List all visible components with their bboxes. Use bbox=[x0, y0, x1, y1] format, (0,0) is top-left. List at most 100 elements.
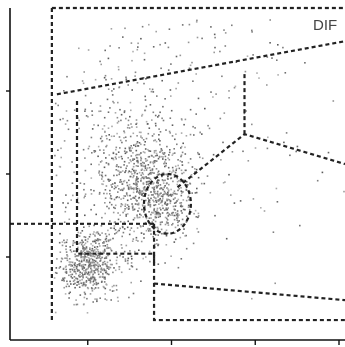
data-point bbox=[85, 281, 88, 283]
data-point bbox=[195, 73, 197, 75]
data-point bbox=[135, 165, 138, 167]
data-point bbox=[157, 174, 160, 176]
data-point bbox=[174, 197, 176, 199]
data-point bbox=[161, 201, 163, 203]
data-point bbox=[73, 303, 75, 306]
data-point bbox=[122, 197, 125, 200]
data-point bbox=[157, 213, 160, 216]
data-point bbox=[93, 224, 95, 227]
data-point bbox=[170, 63, 172, 65]
data-point bbox=[92, 260, 94, 263]
data-point bbox=[90, 252, 92, 255]
data-point bbox=[92, 261, 94, 264]
data-point bbox=[187, 161, 190, 164]
data-point bbox=[185, 188, 188, 191]
data-point bbox=[69, 280, 71, 283]
data-point bbox=[108, 233, 110, 236]
data-point bbox=[99, 105, 102, 107]
data-point bbox=[107, 111, 110, 113]
data-point bbox=[213, 33, 216, 36]
data-point bbox=[162, 188, 164, 191]
data-point bbox=[160, 150, 162, 152]
data-point bbox=[332, 100, 335, 102]
data-point bbox=[179, 236, 182, 239]
data-point bbox=[190, 211, 193, 213]
data-point bbox=[98, 256, 101, 259]
data-point bbox=[140, 214, 142, 217]
data-point bbox=[197, 216, 199, 219]
data-point bbox=[103, 152, 105, 154]
data-point bbox=[145, 177, 148, 179]
data-point bbox=[150, 217, 152, 219]
data-point bbox=[136, 191, 138, 193]
data-point bbox=[143, 169, 146, 172]
data-point bbox=[184, 146, 186, 149]
data-point bbox=[174, 212, 177, 214]
data-point bbox=[107, 162, 110, 165]
data-point bbox=[122, 211, 124, 214]
data-point bbox=[145, 78, 147, 80]
data-point bbox=[60, 147, 62, 150]
data-point bbox=[110, 135, 113, 138]
data-point bbox=[132, 176, 134, 179]
data-point bbox=[123, 160, 126, 163]
data-point bbox=[85, 271, 87, 274]
data-point bbox=[143, 52, 146, 55]
data-point bbox=[177, 164, 179, 167]
data-point bbox=[157, 157, 160, 160]
data-point bbox=[106, 98, 109, 101]
data-point bbox=[61, 244, 64, 247]
data-point bbox=[156, 154, 158, 157]
data-point bbox=[171, 212, 173, 214]
data-point bbox=[112, 290, 115, 292]
data-point bbox=[96, 298, 98, 300]
data-point bbox=[151, 119, 153, 121]
data-point bbox=[130, 109, 132, 112]
data-point bbox=[154, 234, 157, 236]
data-point bbox=[89, 255, 92, 257]
data-point bbox=[63, 239, 65, 242]
data-point bbox=[118, 156, 120, 159]
data-point bbox=[120, 205, 122, 208]
data-point bbox=[140, 163, 142, 165]
data-point bbox=[187, 41, 190, 44]
data-point bbox=[149, 229, 151, 232]
data-point bbox=[256, 72, 258, 74]
data-point bbox=[106, 261, 109, 264]
data-point bbox=[148, 180, 151, 183]
data-point bbox=[74, 241, 76, 244]
data-point bbox=[73, 276, 76, 278]
data-point bbox=[57, 104, 59, 107]
data-point bbox=[139, 193, 141, 196]
data-point bbox=[76, 197, 79, 199]
data-point bbox=[84, 94, 87, 97]
data-point bbox=[63, 277, 66, 279]
data-point bbox=[95, 213, 97, 216]
data-point bbox=[115, 186, 117, 189]
data-point bbox=[82, 283, 85, 286]
data-point bbox=[149, 172, 152, 174]
data-point bbox=[160, 148, 163, 150]
data-point bbox=[152, 235, 154, 238]
data-point bbox=[132, 170, 135, 172]
data-point bbox=[179, 54, 182, 57]
data-point bbox=[133, 230, 135, 233]
data-point bbox=[194, 192, 197, 194]
data-point bbox=[144, 188, 147, 191]
data-point bbox=[156, 95, 158, 97]
data-point bbox=[145, 120, 148, 123]
data-point bbox=[197, 153, 200, 155]
data-point bbox=[174, 165, 177, 168]
data-point bbox=[128, 233, 131, 236]
data-point bbox=[176, 210, 179, 212]
data-point bbox=[120, 181, 123, 183]
data-point bbox=[177, 189, 179, 192]
data-point bbox=[154, 139, 156, 141]
data-point bbox=[88, 250, 90, 253]
data-point bbox=[111, 183, 114, 185]
data-point bbox=[90, 102, 92, 104]
data-point bbox=[114, 229, 117, 231]
data-point bbox=[125, 169, 127, 172]
data-point bbox=[141, 172, 144, 174]
data-point bbox=[193, 134, 195, 136]
